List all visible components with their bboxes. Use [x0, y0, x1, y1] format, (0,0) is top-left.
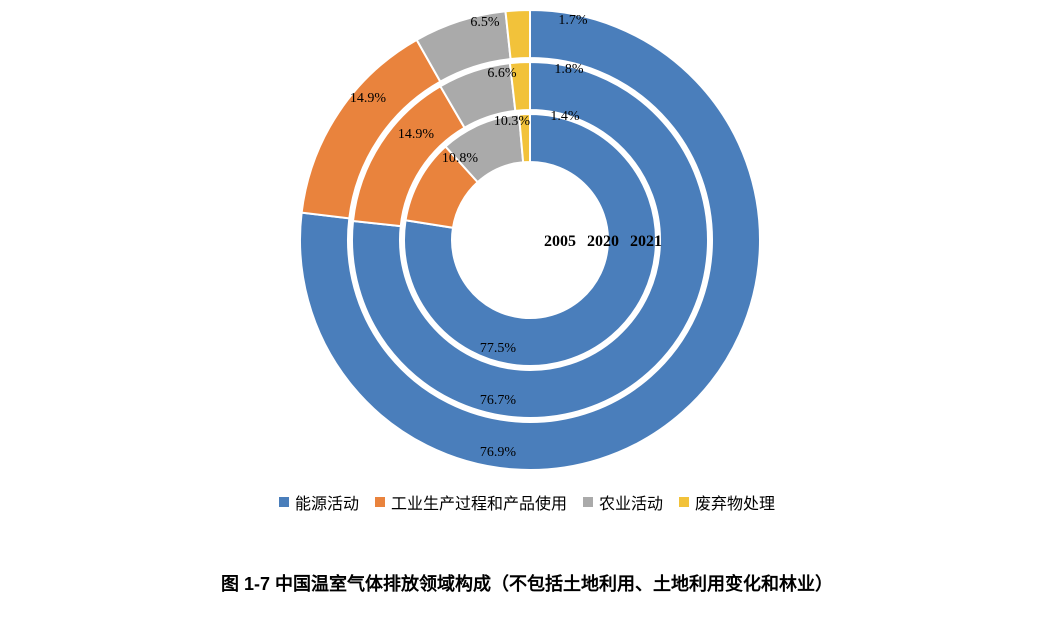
year-label: 2021	[630, 233, 662, 250]
legend-label: 农业活动	[599, 490, 663, 514]
slice-label: 14.9%	[398, 127, 435, 142]
slice-label: 76.9%	[480, 445, 517, 460]
chart-caption: 图 1-7 中国温室气体排放领域构成（不包括土地利用、土地利用变化和林业）	[0, 570, 1054, 596]
legend-item: 能源活动	[279, 490, 359, 514]
slice-label: 1.7%	[558, 13, 588, 28]
slice-label: 1.4%	[550, 109, 580, 124]
chart-legend: 能源活动 工业生产过程和产品使用 农业活动 废弃物处理	[0, 490, 1054, 514]
legend-marker	[679, 497, 689, 507]
slice-label: 77.5%	[480, 341, 517, 356]
legend-marker	[583, 497, 593, 507]
year-label: 2005	[544, 233, 576, 250]
legend-marker	[279, 497, 289, 507]
slice-label: 10.8%	[442, 151, 479, 166]
year-label: 2020	[587, 233, 619, 250]
legend-label: 能源活动	[295, 490, 359, 514]
chart-container: 77.5% 10.8% 10.3% 1.4% 76.7% 14.9% 6.6% 1.8% 76.…	[0, 0, 1054, 480]
legend-marker	[375, 497, 385, 507]
legend-item: 工业生产过程和产品使用	[375, 490, 567, 514]
legend-label: 废弃物处理	[695, 490, 775, 514]
donut-slice	[505, 10, 530, 59]
legend-label: 工业生产过程和产品使用	[391, 490, 567, 514]
legend-item: 农业活动	[583, 490, 663, 514]
legend-item: 废弃物处理	[679, 490, 775, 514]
nested-donut-chart: 77.5% 10.8% 10.3% 1.4% 76.7% 14.9% 6.6% 1.8% 76.…	[0, 10, 1054, 490]
slice-label: 10.3%	[494, 114, 531, 129]
slice-label: 1.8%	[554, 62, 584, 77]
slice-label: 6.6%	[487, 66, 517, 81]
slice-label: 14.9%	[350, 91, 387, 106]
slice-label: 76.7%	[480, 393, 517, 408]
slice-label: 6.5%	[470, 15, 500, 30]
